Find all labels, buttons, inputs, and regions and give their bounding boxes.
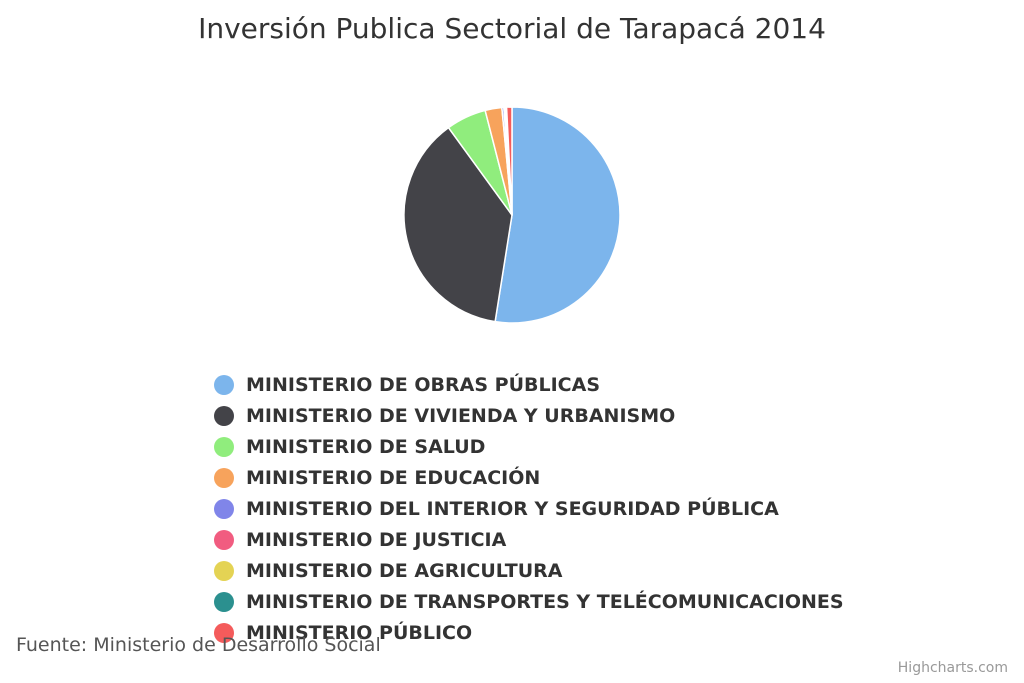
- chart-title: Inversión Publica Sectorial de Tarapacá …: [198, 12, 826, 45]
- legend-label: MINISTERIO DEL INTERIOR Y SEGURIDAD PÚBL…: [246, 498, 779, 520]
- legend-label: MINISTERIO DE VIVIENDA Y URBANISMO: [246, 405, 676, 427]
- legend-label: MINISTERIO DE SALUD: [246, 436, 486, 458]
- source-credit: Fuente: Ministerio de Desarrollo Social: [16, 634, 381, 656]
- legend-symbol-icon: [214, 406, 234, 426]
- legend-symbol-icon: [214, 375, 234, 395]
- legend-label: MINISTERIO DE EDUCACIÓN: [246, 467, 541, 489]
- legend-symbol-icon: [214, 561, 234, 581]
- legend-symbol-icon: [214, 592, 234, 612]
- legend-symbol-icon: [214, 623, 234, 643]
- pie-chart: [403, 106, 621, 324]
- legend-label: MINISTERIO PÚBLICO: [246, 622, 473, 644]
- pie-slice-8[interactable]: [505, 106, 513, 216]
- legend-label: MINISTERIO DE TRANSPORTES Y TELÉCOMUNICA…: [246, 591, 844, 613]
- pie-slice-1[interactable]: [403, 126, 513, 323]
- legend-symbol-icon: [214, 437, 234, 457]
- legend-symbol-icon: [214, 499, 234, 519]
- legend-symbol-icon: [214, 468, 234, 488]
- legend-label: MINISTERIO DE JUSTICIA: [246, 529, 507, 551]
- legend-label: MINISTERIO DE AGRICULTURA: [246, 560, 563, 582]
- legend-symbol-icon: [214, 530, 234, 550]
- pie-slice-0[interactable]: [494, 106, 621, 324]
- legend-label: MINISTERIO DE OBRAS PÚBLICAS: [246, 374, 601, 396]
- highcharts-credit-link[interactable]: Highcharts.com: [897, 660, 1008, 676]
